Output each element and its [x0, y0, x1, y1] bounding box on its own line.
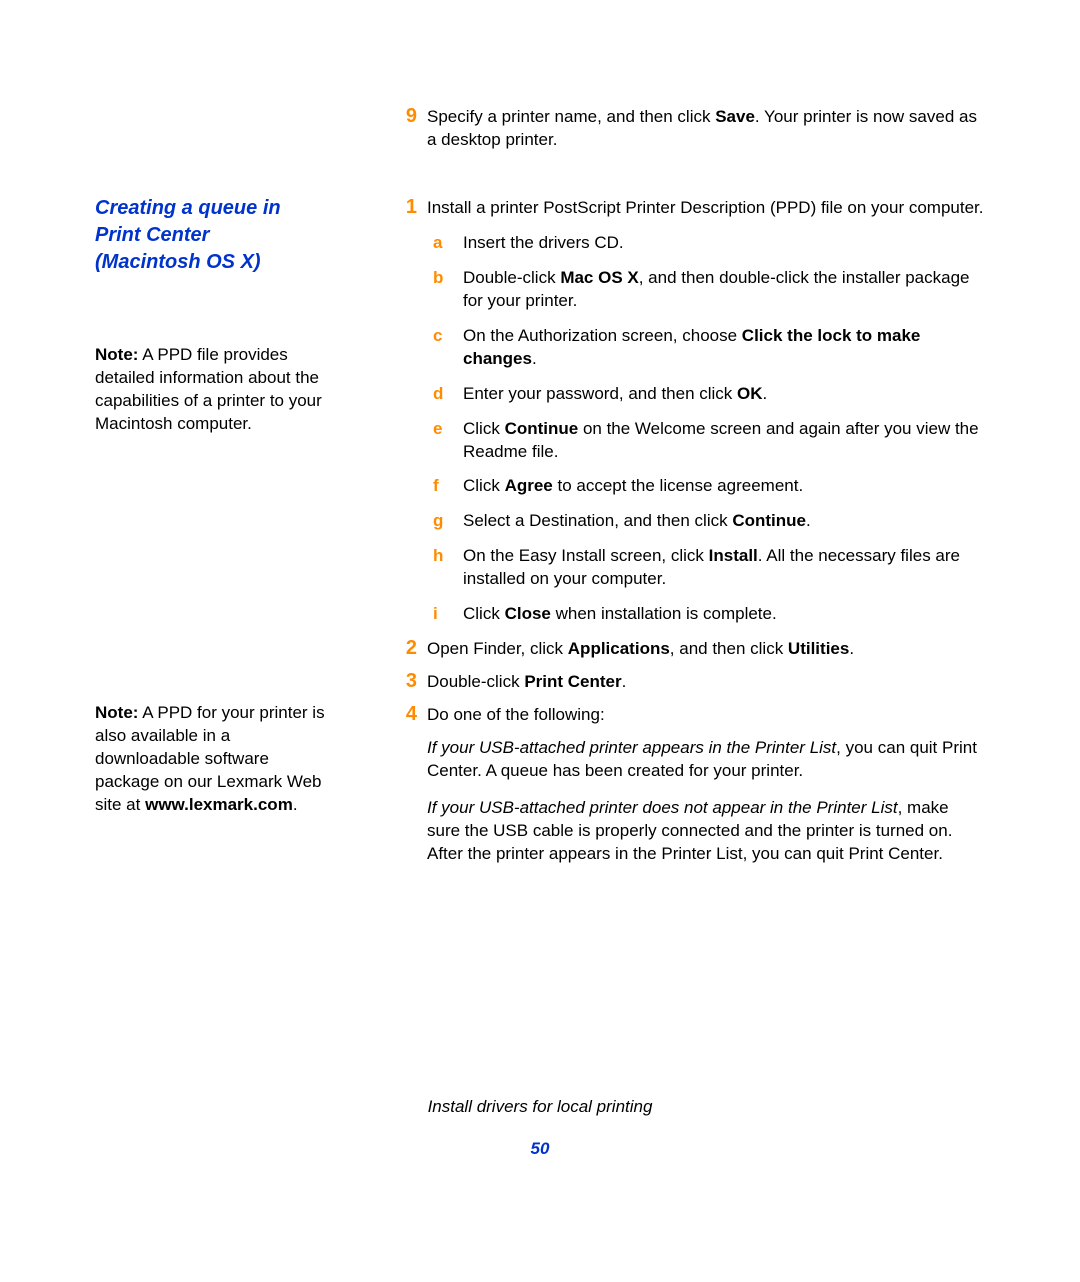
sub-list: a Insert the drivers CD. b Double-click …	[433, 232, 985, 626]
sub-pre: Select a Destination, and then click	[463, 511, 732, 530]
sub-strong: Install	[709, 546, 758, 565]
sub-post: .	[806, 511, 811, 530]
heading-line-1: Creating a queue in	[95, 197, 281, 219]
sub-strong: Agree	[505, 476, 553, 495]
sidebar-note-1: Note: A PPD file provides detailed infor…	[95, 344, 335, 436]
list-item-3: 3 Double-click Print Center.	[395, 671, 985, 694]
step-text: Install a printer PostScript Printer Des…	[427, 198, 984, 217]
sub-letter: g	[433, 510, 451, 533]
note-tail: .	[293, 795, 298, 814]
sub-letter: c	[433, 325, 451, 348]
step-number: 9	[395, 103, 417, 130]
note-text: Note: A PPD for your printer is also ava…	[95, 702, 335, 817]
step-text-pre: Specify a printer name, and then click	[427, 107, 715, 126]
sub-pre: Click	[463, 476, 505, 495]
sub-post: .	[763, 384, 768, 403]
sub-item-h: h On the Easy Install screen, click Inst…	[433, 545, 985, 591]
note-url: www.lexmark.com	[145, 795, 293, 814]
main-steps: 1 Install a printer PostScript Printer D…	[395, 197, 985, 880]
sub-strong: Continue	[732, 511, 806, 530]
sub-strong: Continue	[505, 419, 579, 438]
step-number: 4	[395, 701, 417, 728]
note-text: Note: A PPD file provides detailed infor…	[95, 344, 335, 436]
step-number: 2	[395, 635, 417, 662]
document-page: Creating a queue in Print Center (Macint…	[0, 0, 1080, 1282]
step-strong: Print Center	[524, 672, 621, 691]
sub-item-g: g Select a Destination, and then click C…	[433, 510, 985, 533]
sub-letter: f	[433, 475, 451, 498]
sub-pre: On the Easy Install screen, click	[463, 546, 709, 565]
sidebar-note-2: Note: A PPD for your printer is also ava…	[95, 702, 335, 817]
sub-text: Insert the drivers CD.	[463, 233, 624, 252]
sub-post: .	[532, 349, 537, 368]
sub-item-i: i Click Close when installation is compl…	[433, 603, 985, 626]
step-post: .	[849, 639, 854, 658]
sub-item-b: b Double-click Mac OS X, and then double…	[433, 267, 985, 313]
sub-letter: e	[433, 418, 451, 441]
sub-letter: b	[433, 267, 451, 290]
list-item-2: 2 Open Finder, click Applications, and t…	[395, 638, 985, 661]
sub-pre: Double-click	[463, 268, 560, 287]
step4-paragraph-1: If your USB-attached printer appears in …	[427, 737, 985, 783]
page-footer: Install drivers for local printing 50	[0, 1097, 1080, 1159]
step-strong-1: Applications	[568, 639, 670, 658]
sub-item-d: d Enter your password, and then click OK…	[433, 383, 985, 406]
heading-line-2: Print Center	[95, 224, 209, 246]
step-number: 3	[395, 668, 417, 695]
list-item-1: 1 Install a printer PostScript Printer D…	[395, 197, 985, 626]
main-step-9: 9 Specify a printer name, and then click…	[395, 106, 985, 162]
sub-item-f: f Click Agree to accept the license agre…	[433, 475, 985, 498]
sub-letter: d	[433, 383, 451, 406]
note-label: Note:	[95, 703, 138, 722]
sub-pre: Click	[463, 419, 505, 438]
list-item: 9 Specify a printer name, and then click…	[395, 106, 985, 152]
sub-letter: a	[433, 232, 451, 255]
step-number: 1	[395, 194, 417, 221]
sidebar-heading-block: Creating a queue in Print Center (Macint…	[95, 195, 335, 276]
para-em: If your USB-attached printer does not ap…	[427, 798, 898, 817]
sub-strong: Mac OS X	[560, 268, 638, 287]
step4-paragraph-2: If your USB-attached printer does not ap…	[427, 797, 985, 866]
para-em: If your USB-attached printer appears in …	[427, 738, 836, 757]
sub-item-a: a Insert the drivers CD.	[433, 232, 985, 255]
sub-strong: Close	[505, 604, 551, 623]
step-strong: Save	[715, 107, 755, 126]
sub-pre: On the Authorization screen, choose	[463, 326, 742, 345]
sub-post: when installation is complete.	[551, 604, 777, 623]
list-item-4: 4 Do one of the following:	[395, 704, 985, 727]
page-number: 50	[0, 1139, 1080, 1159]
step-pre: Open Finder, click	[427, 639, 568, 658]
step-text: Do one of the following:	[427, 705, 605, 724]
sub-item-e: e Click Continue on the Welcome screen a…	[433, 418, 985, 464]
step-mid: , and then click	[670, 639, 788, 658]
sub-strong: OK	[737, 384, 763, 403]
footer-section-title: Install drivers for local printing	[0, 1097, 1080, 1117]
sub-post: to accept the license agreement.	[553, 476, 803, 495]
sub-pre: Click	[463, 604, 505, 623]
sub-letter: i	[433, 603, 451, 626]
section-heading: Creating a queue in Print Center (Macint…	[95, 195, 335, 276]
step-pre: Double-click	[427, 672, 524, 691]
step-strong-2: Utilities	[788, 639, 849, 658]
sub-pre: Enter your password, and then click	[463, 384, 737, 403]
sub-letter: h	[433, 545, 451, 568]
heading-line-3: (Macintosh OS X)	[95, 251, 261, 273]
note-label: Note:	[95, 345, 138, 364]
step-post: .	[622, 672, 627, 691]
sub-item-c: c On the Authorization screen, choose Cl…	[433, 325, 985, 371]
